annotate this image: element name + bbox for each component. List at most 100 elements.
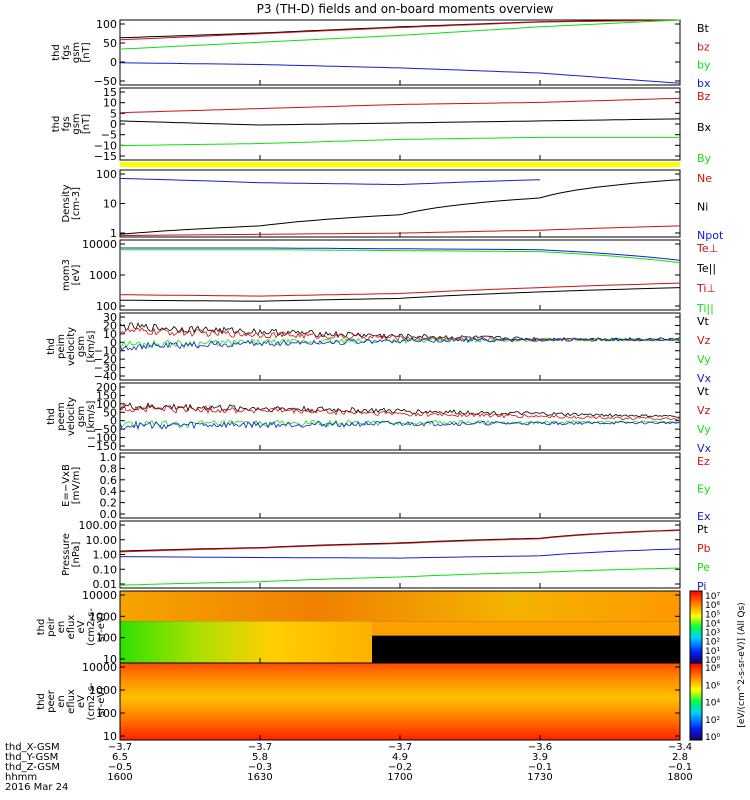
colorbar-tick-label: 10² (705, 638, 720, 648)
series-group-4 (119, 322, 681, 351)
y-label-line: gsm (71, 42, 82, 63)
y-axis-label: thd peer en eflux eV (cm2-s-sr-eV) (36, 682, 107, 720)
colorbar-tick-label: 10⁸ (705, 664, 720, 674)
y-tick-label: 0 (110, 415, 117, 428)
y-axis-label: Pressure [nPa] (61, 533, 82, 576)
y-tick-label: 1.00 (93, 549, 118, 562)
y-label-line: fgs (61, 116, 72, 131)
y-tick-label: −20 (94, 353, 117, 366)
y-label-line: [cm-3] (71, 187, 82, 220)
x-row-value: −0.3 (248, 762, 272, 773)
legend-Bx: Bx (697, 121, 712, 134)
peir-low-energy-band (120, 621, 372, 663)
legend-Ti||: Ti|| (696, 302, 714, 315)
y-label-line: fgs (61, 45, 72, 60)
y-label-line: thd (36, 693, 47, 710)
x-row-value: 1700 (387, 772, 412, 783)
y-label-line: thd (36, 619, 47, 636)
legend-Ti⊥: Ti⊥ (696, 282, 716, 295)
series-group-3 (119, 247, 681, 302)
colorbar-gradient (689, 590, 703, 664)
x-row-value: 1600 (107, 772, 132, 783)
y-tick-label: 15 (103, 86, 117, 99)
colorbar-tick-label: 10⁰ (705, 656, 720, 666)
date-label: 2016 Mar 24 (5, 782, 68, 793)
y-tick-label: −50 (94, 423, 117, 436)
panel-peer: 10000 1000 100 10 thd peer en eflux eV (cm2-s-sr-… (36, 661, 681, 743)
y-label-line: thd (46, 408, 57, 425)
y-label-line: [km/s] (86, 330, 97, 362)
legend-Pb: Pb (697, 542, 711, 555)
legend-Pe: Pe (697, 561, 710, 574)
y-tick-label: −50 (94, 75, 117, 88)
colorbar-tick-label: 10⁶ (705, 601, 720, 611)
y-label-line: en (56, 621, 67, 634)
y-label-line: gsm (76, 406, 87, 427)
legend-Vy: Vy (697, 353, 711, 366)
y-axis-label: Density [cm-3] (61, 184, 82, 222)
y-label-line: thd (51, 44, 62, 61)
y-tick-label: −30 (94, 362, 117, 375)
y-label-line: gsm (71, 113, 82, 134)
series-Bx (119, 118, 681, 126)
y-tick-label: 100 (96, 168, 117, 181)
y-label-line: eV (76, 695, 87, 708)
y-label-line: thd (51, 116, 62, 133)
x-row-label: thd_Z-GSM (5, 762, 60, 773)
colorbar-tick-label: 10⁴ (705, 699, 720, 709)
y-tick-label: 10 (103, 730, 117, 743)
colorbar-gradient (689, 662, 703, 741)
series-Te|| (120, 249, 681, 264)
y-label-line: eflux (66, 689, 77, 714)
y-axis-label: thd peim velocity gsm [km/s] (46, 327, 97, 366)
series-Ne (119, 225, 681, 237)
y-label-line: en (56, 695, 67, 708)
y-label-line: peem (56, 402, 67, 430)
y-tick-label: 1000 (89, 610, 117, 623)
y-tick-label: 1000 (89, 269, 117, 282)
series-Vx (119, 337, 681, 351)
y-tick-label: 0.4 (100, 485, 118, 498)
series-Pb (119, 529, 681, 553)
y-tick-label: 100 (96, 398, 117, 411)
colorbar-label: [eV/(cm^2-s-sr-eV)] (All Qs) (737, 602, 747, 727)
series-bz (119, 19, 681, 41)
colorbar-tick-label: 10⁶ (705, 681, 720, 691)
y-tick-label: −100 (87, 432, 117, 445)
legend-Te⊥: Te⊥ (696, 242, 718, 255)
series-Npot (119, 177, 541, 186)
legend-Bz: Bz (697, 90, 711, 103)
series-Pe (119, 567, 681, 586)
mode-bar (120, 162, 680, 167)
legend-Vt: Vt (697, 315, 710, 328)
x-row-label: thd_X-GSM (5, 742, 60, 753)
y-label-line: peir (46, 616, 57, 636)
y-tick-label: 1 (110, 227, 117, 240)
panel-efield: 1.00.80.60.40.20.0 E=−VxB [mV/m] Ez Ey Ex (61, 451, 711, 523)
y-tick-label: 30 (103, 311, 117, 324)
y-tick-label: 200 (96, 381, 117, 394)
x-row-value: 1630 (247, 772, 272, 783)
series-Pi (119, 548, 681, 559)
y-tick-label: 0.8 (100, 462, 118, 475)
series-Bz (119, 97, 681, 114)
y-tick-label: 5 (110, 107, 117, 120)
x-row-label: thd_Y-GSM (5, 752, 58, 763)
legend-Bt: Bt (697, 22, 710, 35)
series-Vz (119, 403, 681, 421)
colorbar-tick-label: 10⁰ (705, 733, 720, 743)
y-tick-label: 0 (110, 118, 117, 131)
peer-spectrogram (120, 663, 680, 740)
y-label-line: [km/s] (86, 400, 97, 432)
legend-Ey: Ey (697, 483, 711, 496)
x-row-value: 5.8 (252, 752, 268, 763)
y-label-line: velocity (66, 397, 77, 436)
legend-Ne: Ne (697, 172, 712, 185)
y-label-line: [nPa] (71, 541, 82, 567)
legend-Vt: Vt (697, 385, 710, 398)
y-tick-label: 100.00 (79, 519, 118, 532)
y-tick-label: 50 (103, 37, 117, 50)
series-group-2 (119, 177, 681, 237)
